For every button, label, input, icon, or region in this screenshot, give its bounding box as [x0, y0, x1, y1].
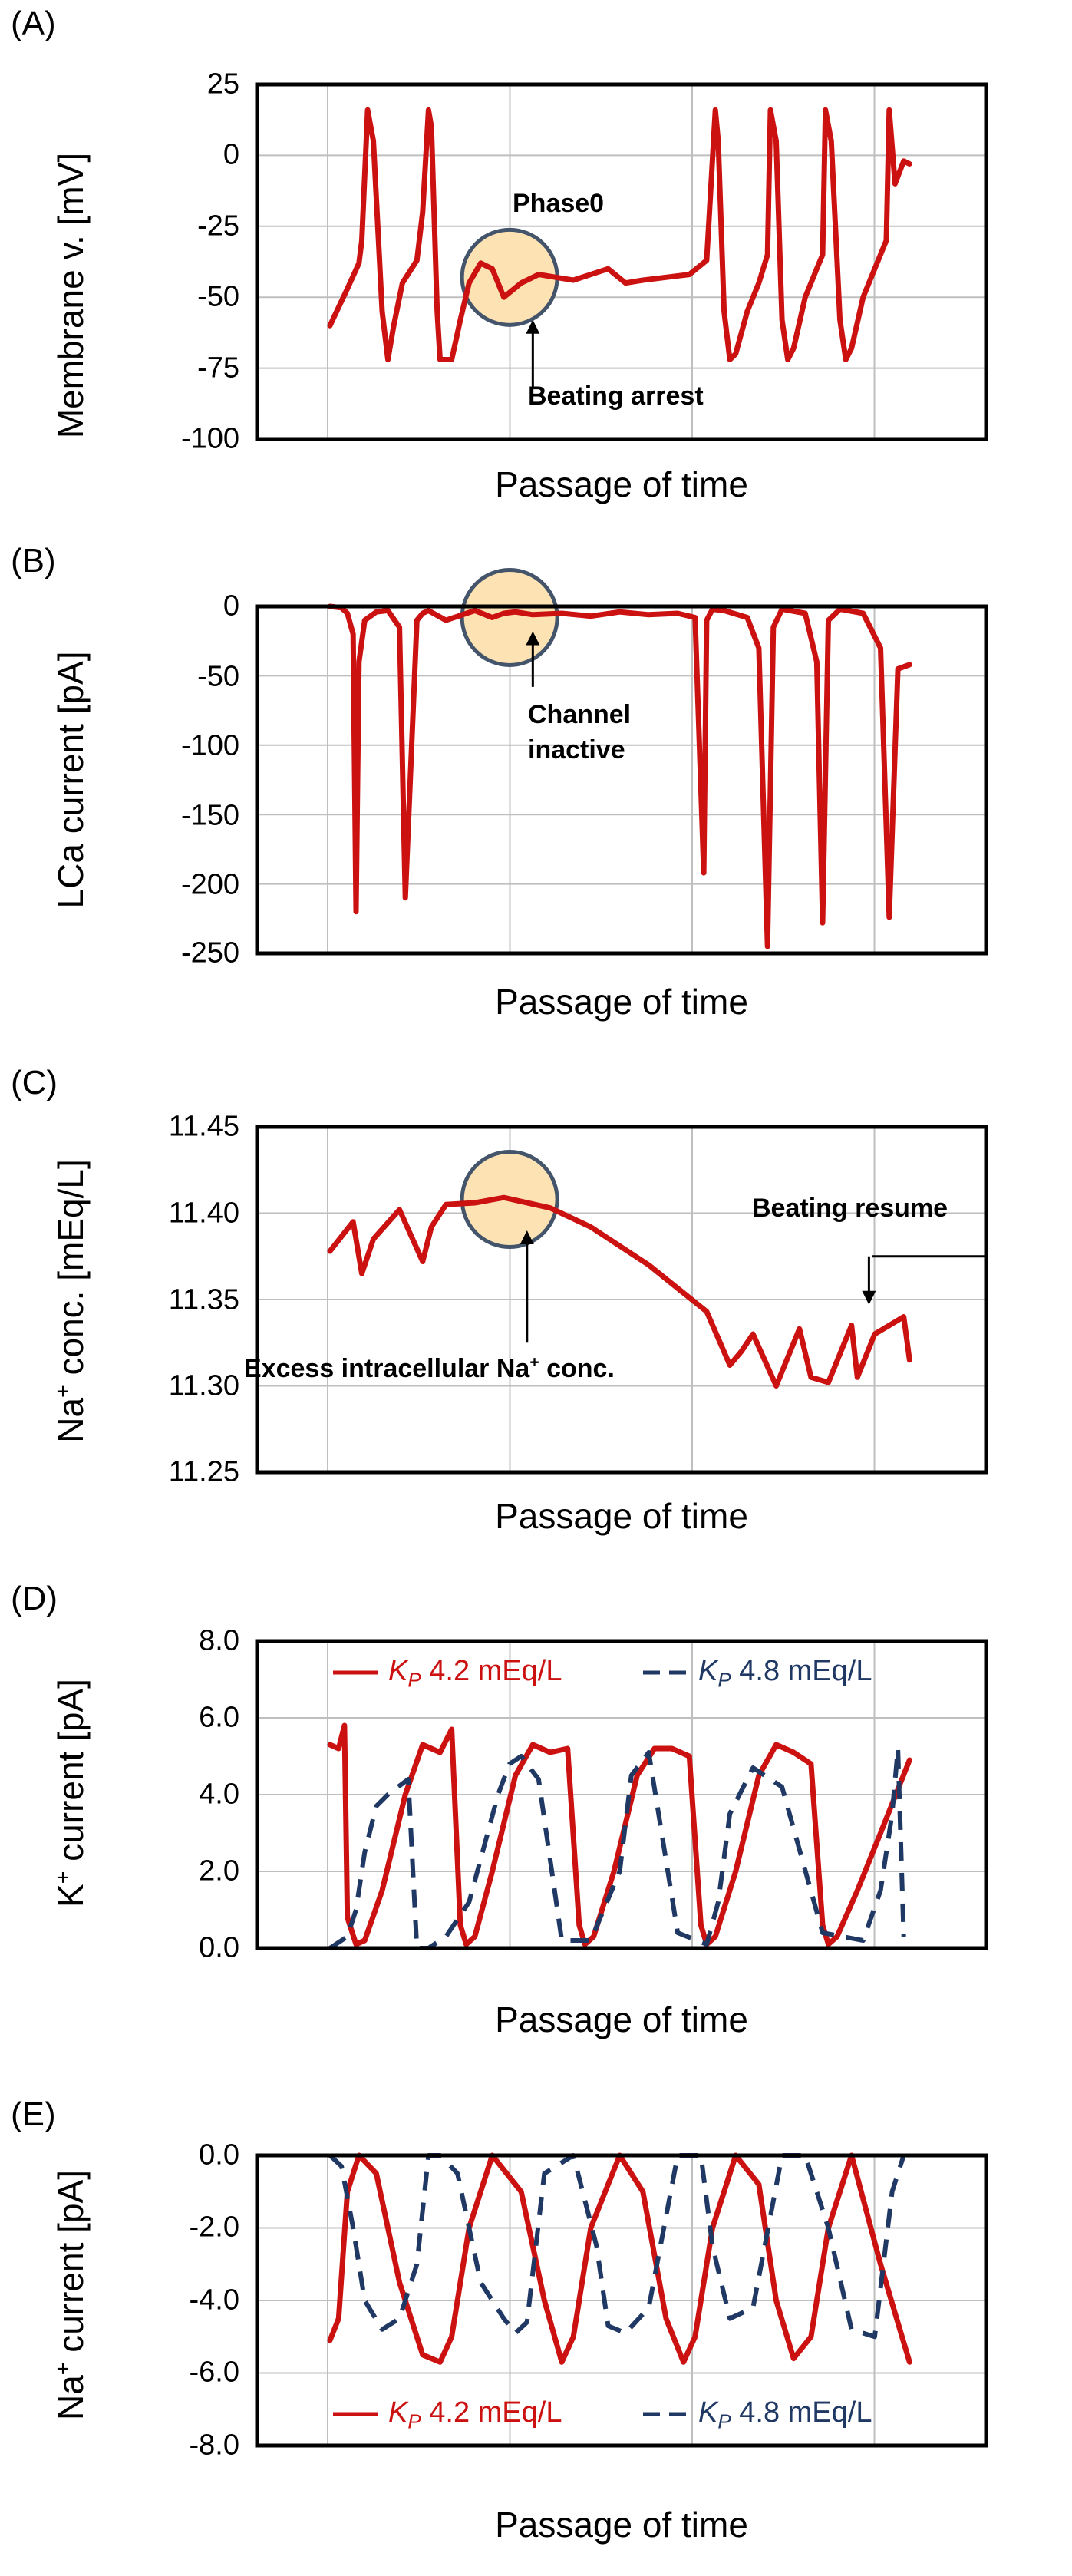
x-axis-label: Passage of time	[495, 464, 748, 504]
y-tick-label: -50	[197, 280, 239, 313]
legend-k-sub: P	[717, 1668, 731, 1692]
excess-sup: +	[529, 1353, 539, 1372]
series-line	[327, 1722, 912, 1947]
legend-swatch-solid	[333, 1670, 378, 1675]
series-line	[328, 1746, 906, 1950]
y-tick-label: 11.30	[168, 1369, 239, 1402]
y-axis-label: Na+ current [pA]	[50, 2170, 91, 2420]
legend-k-sub: P	[717, 2409, 731, 2433]
panel-letter: (A)	[11, 5, 56, 42]
plot-frame	[255, 82, 988, 441]
annotation-beating-resume: Beating resume	[752, 1194, 948, 1223]
y-label-rest: current [pA]	[51, 2169, 91, 2363]
panel-a: (A) Membrane v. [mV] 25 0 -25 -50 -75 -1…	[0, 0, 1072, 507]
x-axis-label: Passage of time	[495, 2505, 748, 2545]
y-tick-label: -4.0	[189, 2284, 239, 2317]
arrow-head	[862, 1290, 876, 1305]
y-tick-label: 0.0	[199, 2138, 239, 2171]
y-tick-label: -100	[180, 729, 239, 762]
y-tick-label: 11.40	[168, 1197, 239, 1230]
panel-letter: (C)	[11, 1064, 58, 1101]
y-tick-label: 0.0	[199, 1931, 239, 1964]
plot-frame	[255, 1125, 988, 1475]
legend-entry-kp48: KP 4.8 mEq/L	[642, 2396, 872, 2434]
y-tick-label: 2.0	[199, 1854, 239, 1887]
y-tick-label: 11.25	[168, 1455, 239, 1488]
y-tick-label: -250	[180, 936, 239, 969]
y-tick-label: -2.0	[189, 2211, 239, 2244]
y-tick-label: -8.0	[189, 2429, 239, 2462]
annotation-excess-na: Excess intracellular Na+ conc.	[244, 1354, 615, 1384]
arrow-head	[520, 1230, 534, 1244]
series-line	[327, 603, 912, 949]
legend-k-symbol: K	[698, 2396, 718, 2429]
panel-b: (B) LCa current [pA] 0 -50 -100 -150 -20…	[0, 0, 1072, 1029]
legend-k-sub: P	[407, 2409, 421, 2433]
annotation-phase0: Phase0	[513, 189, 605, 218]
annotation-beating-arrest: Beating arrest	[528, 381, 704, 411]
y-tick-label: -25	[197, 210, 239, 243]
y-tick-label: -50	[197, 660, 239, 693]
x-axis-label: Passage of time	[495, 1496, 748, 1536]
legend-entry-kp48: KP 4.8 mEq/L	[642, 1655, 872, 1693]
panel-letter: (E)	[11, 2095, 56, 2133]
legend-k-symbol: K	[698, 1655, 718, 1687]
excess-rest: conc.	[539, 1354, 615, 1383]
plot-frame	[255, 1639, 988, 1950]
y-label-sup: +	[51, 2362, 76, 2376]
legend-value: 4.2 mEq/L	[421, 1655, 562, 1687]
legend-k-symbol: K	[388, 1655, 408, 1687]
panel-d: (D) K+ current [pA] 8.0 6.0 4.0 2.0 0.0 …	[11, 1580, 988, 2039]
arrow-head	[526, 319, 540, 334]
annotation-inactive: inactive	[528, 735, 625, 765]
y-tick-label: 0	[223, 138, 239, 171]
legend-k-symbol: K	[388, 2396, 408, 2429]
legend-swatch-dashed	[643, 2412, 688, 2416]
series-line	[327, 1194, 912, 1389]
y-tick-label: 6.0	[199, 1701, 239, 1734]
panel-letter: (B)	[11, 542, 56, 580]
series-line	[327, 107, 912, 362]
chart-plot-area	[255, 1639, 988, 1950]
legend-swatch-solid	[333, 2412, 378, 2416]
legend-value: 4.2 mEq/L	[421, 2396, 562, 2429]
legend-k-sub: P	[407, 1668, 421, 1692]
series-line	[328, 2153, 906, 2340]
y-tick-label: 4.0	[199, 1778, 239, 1811]
excess-main: Excess intracellular Na	[244, 1354, 530, 1383]
y-tick-label: 25	[206, 68, 239, 101]
annotation-channel: Channel	[528, 700, 632, 729]
y-label-main: Na	[51, 2375, 91, 2421]
y-tick-label: -100	[180, 422, 239, 455]
legend-value: 4.8 mEq/L	[731, 2396, 872, 2429]
plot-frame	[255, 604, 988, 956]
legend-entry-kp42: KP 4.2 mEq/L	[331, 1655, 562, 1693]
series-line	[327, 2152, 912, 2365]
chart-plot-area	[255, 567, 988, 956]
x-axis-label: Passage of time	[495, 982, 748, 1022]
y-tick-label: 11.35	[168, 1283, 239, 1316]
chart-plot-area	[255, 2152, 988, 2448]
legend-entry-kp42: KP 4.2 mEq/L	[331, 2396, 562, 2434]
y-tick-label: 8.0	[199, 1624, 239, 1657]
plot-frame	[255, 2153, 988, 2448]
y-tick-label: 0	[223, 590, 239, 623]
y-tick-label: -75	[197, 352, 239, 385]
chart-plot-area	[255, 1125, 988, 1475]
y-tick-label: -6.0	[189, 2356, 239, 2389]
legend-value: 4.8 mEq/L	[731, 1655, 872, 1687]
x-axis-label: Passage of time	[495, 2000, 748, 2039]
arrow-head	[526, 631, 540, 646]
y-tick-label: -150	[180, 799, 239, 832]
y-tick-label: 11.45	[168, 1110, 239, 1143]
panel-c: (C) Na+ conc. [mEq/L] 11.45 11.40 11.35 …	[11, 1064, 988, 1536]
y-tick-label: -200	[180, 868, 239, 901]
legend-swatch-dashed	[643, 1670, 688, 1675]
chart-plot-area	[255, 82, 988, 441]
panel-letter: (D)	[11, 1580, 58, 1617]
